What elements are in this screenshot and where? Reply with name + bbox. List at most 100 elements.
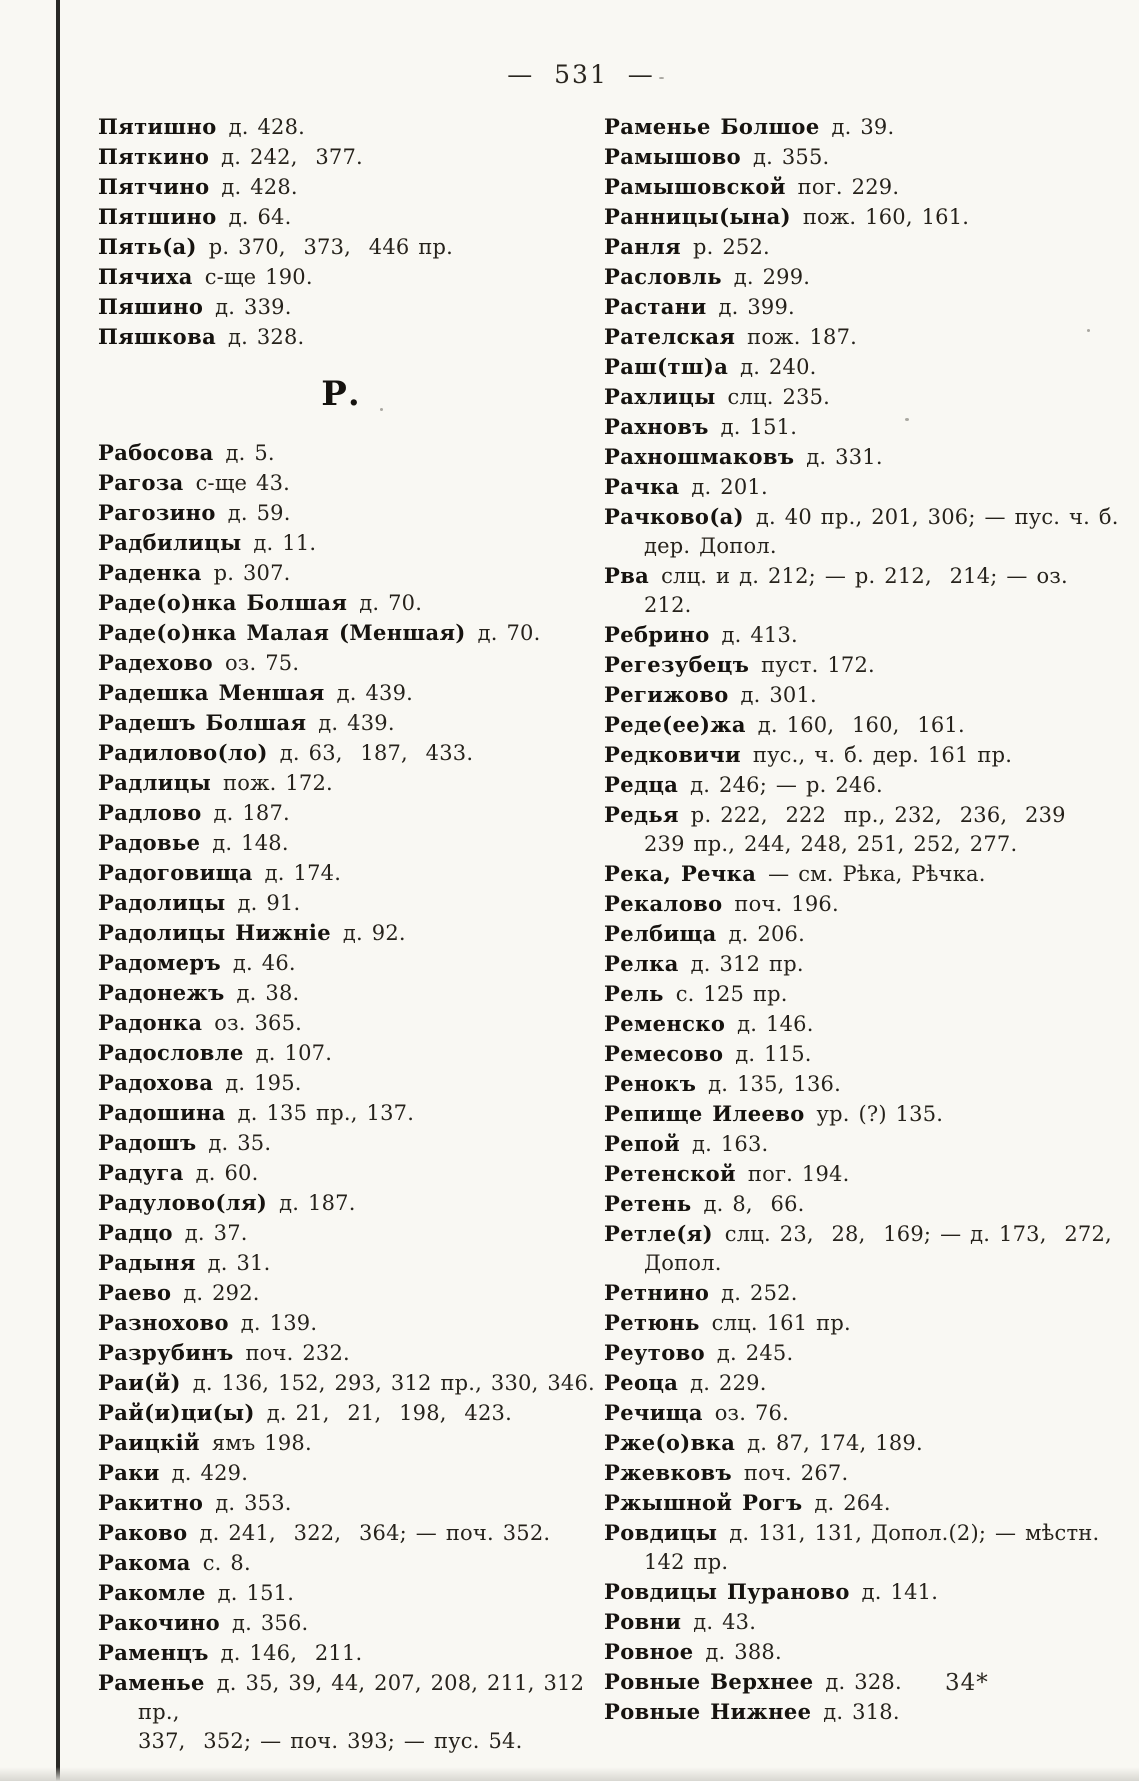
index-entry: Ранля р. 252.: [604, 232, 1134, 262]
index-entry: Ровные Верхнее д. 328.: [604, 1667, 1134, 1697]
index-entry: Радыня д. 31.: [98, 1248, 612, 1278]
entry-headword: Ракомле: [98, 1580, 206, 1605]
entry-references: д. 187.: [204, 801, 290, 825]
entry-references: д. 91.: [228, 891, 301, 915]
index-entry: Ракочино д. 356.: [98, 1608, 612, 1638]
index-entry: Радонежъ д. 38.: [98, 978, 612, 1008]
entry-references: д. 242, 377.: [212, 145, 363, 169]
entry-headword: Реде(ее)жа: [604, 712, 746, 737]
index-entry: Рамышовской пог. 229.: [604, 172, 1134, 202]
entry-references: д. 160, 160, 161.: [748, 713, 965, 737]
scan-bottom-edge: [0, 1767, 1139, 1781]
index-entry: Радолицы Нижніе д. 92.: [98, 918, 612, 948]
entry-references: — см. Рѣка, Рѣчка.: [759, 862, 986, 886]
entry-headword: Раково: [98, 1520, 188, 1545]
entry-headword: Ракитно: [98, 1490, 204, 1515]
entry-references: д. 5.: [216, 441, 275, 465]
entry-headword: Рагоза: [98, 470, 184, 495]
entry-headword: Рже(о)вка: [604, 1430, 736, 1455]
index-entry: Рателская пож. 187.: [604, 322, 1134, 352]
entry-references: д. 151.: [208, 1581, 295, 1605]
entry-headword: Раицкій: [98, 1430, 201, 1455]
entry-headword: Рва: [604, 563, 650, 588]
entry-headword: Ровные Нижнее: [604, 1699, 812, 1724]
entry-references: д. 35, 39, 44, 207, 208, 211, 312 пр., 3…: [138, 1671, 585, 1753]
entry-references: д. 264.: [805, 1491, 891, 1515]
entry-references: д. 21, 21, 198, 423.: [257, 1401, 512, 1425]
index-entry: Раде(о)нка Малая (Меншая) д. 70.: [98, 618, 612, 648]
entry-references: д. 115.: [726, 1042, 812, 1066]
entry-references: д. 131, 131, Допол.(2); — мѣстн. 142 пр.: [644, 1521, 1100, 1574]
entry-headword: Радбилицы: [98, 530, 242, 555]
entry-headword: Рель: [604, 981, 664, 1006]
index-entry: Ребрино д. 413.: [604, 620, 1134, 650]
entry-headword: Раки: [98, 1460, 160, 1485]
index-entry: Ровдицы Пураново д. 141.: [604, 1577, 1134, 1607]
entry-references: с. 125 пр.: [666, 982, 788, 1006]
index-entry: Разрубинъ поч. 232.: [98, 1338, 612, 1368]
entry-headword: Растани: [604, 294, 707, 319]
entry-headword: Репище Илеево: [604, 1101, 805, 1126]
entry-references: р. 222, 222 пр., 232, 236, 239 239 пр., …: [644, 803, 1066, 856]
entry-headword: Пятшино: [98, 204, 217, 229]
entry-references: с. 8.: [193, 1551, 251, 1575]
entry-references: д. 339.: [206, 295, 292, 319]
entry-references: д. 136, 152, 293, 312 пр., 330, 346.: [183, 1371, 595, 1395]
index-entry: Рахношмаковъ д. 331.: [604, 442, 1134, 472]
entry-headword: Разрубинъ: [98, 1340, 234, 1365]
entry-references: д. 229.: [681, 1371, 767, 1395]
index-entry: Радцо д. 37.: [98, 1218, 612, 1248]
entry-headword: Радуга: [98, 1160, 184, 1185]
entry-headword: Ранля: [604, 234, 682, 259]
index-entry: Пятчино д. 428.: [98, 172, 612, 202]
entry-references: д. 139.: [231, 1311, 318, 1335]
entry-headword: Репой: [604, 1131, 681, 1156]
index-entry: Раки д. 429.: [98, 1458, 612, 1488]
entry-headword: Пяшкова: [98, 324, 217, 349]
entry-headword: Рамышовской: [604, 174, 786, 199]
entry-headword: Река, Речка: [604, 861, 757, 886]
index-entry: Рачково(а) д. 40 пр., 201, 306; — пус. ч…: [604, 502, 1134, 561]
entry-references: д. 312 пр.: [681, 952, 804, 976]
index-entry: Радомеръ д. 46.: [98, 948, 612, 978]
entry-headword: Рахновъ: [604, 414, 709, 439]
entry-references: д. 355.: [744, 145, 830, 169]
entry-references: поч. 267.: [735, 1461, 849, 1485]
index-entry: Релка д. 312 пр.: [604, 949, 1134, 979]
entry-headword: Рай(и)ци(ы): [98, 1400, 255, 1425]
entry-headword: Радонка: [98, 1010, 203, 1035]
entry-references: д. 187.: [270, 1191, 356, 1215]
entry-headword: Пятишно: [98, 114, 217, 139]
entry-references: р. 370, 373, 446 пр.: [199, 235, 454, 259]
entry-headword: Радошина: [98, 1100, 226, 1125]
entry-references: оз. 75.: [216, 651, 300, 675]
entry-headword: Ретень: [604, 1191, 692, 1216]
index-entry: Ретюнь слц. 161 пр.: [604, 1308, 1134, 1338]
index-entry: Ретень д. 8, 66.: [604, 1189, 1134, 1219]
index-entry: Пятшино д. 64.: [98, 202, 612, 232]
left-column-top-list: Пятишно д. 428. Пяткино д. 242, 377. Пятчи…: [98, 112, 612, 352]
entry-headword: Радословле: [98, 1040, 244, 1065]
entry-headword: Радилово(ло): [98, 740, 268, 765]
index-entry: Пячиха с-ще 190.: [98, 262, 612, 292]
index-entry: Радонка оз. 365.: [98, 1008, 612, 1038]
entry-references: д. 399.: [709, 295, 795, 319]
entry-headword: Ровдицы Пураново: [604, 1579, 850, 1604]
entry-references: пож. 172.: [214, 771, 333, 795]
index-entry: Реоца д. 229.: [604, 1368, 1134, 1398]
index-entry: Пяшино д. 339.: [98, 292, 612, 322]
entry-headword: Ременско: [604, 1011, 726, 1036]
entry-headword: Ракочино: [98, 1610, 221, 1635]
index-entry: Раменцъ д. 146, 211.: [98, 1638, 612, 1668]
entry-references: д. 299.: [724, 265, 811, 289]
entry-references: д. 174.: [255, 861, 342, 885]
entry-references: д. 439.: [327, 681, 414, 705]
index-entry: Ровные Нижнее д. 318.: [604, 1697, 1134, 1727]
entry-headword: Регижово: [604, 682, 729, 707]
entry-references: д. 87, 174, 189.: [738, 1431, 923, 1455]
index-entry: Рабосова д. 5.: [98, 438, 612, 468]
index-entry: Рачка д. 201.: [604, 472, 1134, 502]
entry-references: д. 331.: [797, 445, 883, 469]
index-entry: Редца д. 246; — р. 246.: [604, 770, 1134, 800]
entry-references: д. 135 пр., 137.: [228, 1101, 415, 1125]
